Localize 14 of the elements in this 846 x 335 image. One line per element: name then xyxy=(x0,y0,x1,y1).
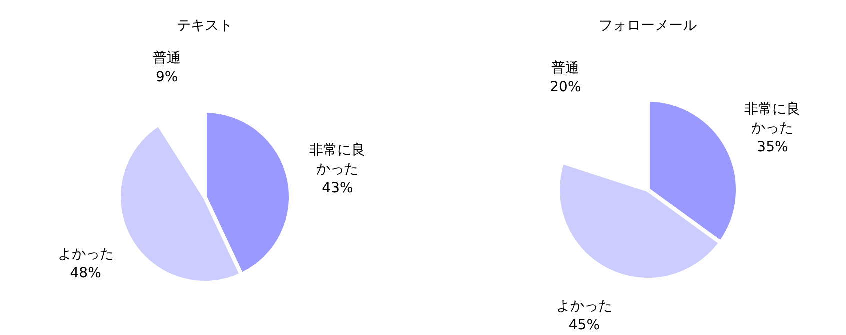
slice-label: 非常に良かった xyxy=(744,101,801,136)
data-label: 9% xyxy=(156,69,178,86)
data-label: 20% xyxy=(550,80,582,96)
slice-label: 普通 xyxy=(153,49,182,66)
slice-label: 非常に良かった xyxy=(310,142,366,178)
slice-label: よかった xyxy=(556,298,612,315)
data-label: 45% xyxy=(568,318,600,334)
slice-label: 普通 xyxy=(552,60,580,77)
data-label: 43% xyxy=(322,180,354,196)
data-label: 48% xyxy=(70,266,102,282)
chart-title: テキスト xyxy=(177,18,233,34)
chart-title: フォローメール xyxy=(599,18,697,34)
data-label: 35% xyxy=(757,139,788,156)
slice-label: よかった xyxy=(58,246,114,263)
